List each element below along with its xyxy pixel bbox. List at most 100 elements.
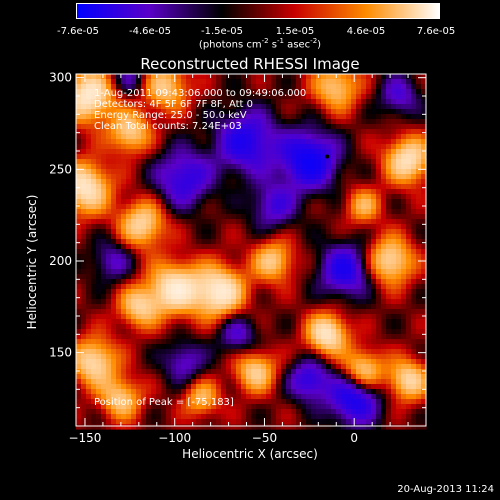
heatmap-cell <box>76 384 82 390</box>
heatmap-cell <box>231 94 237 100</box>
heatmap-cell <box>391 379 397 385</box>
heatmap-cell <box>281 164 287 170</box>
heatmap-cell <box>201 214 207 220</box>
heatmap-cell <box>256 334 262 340</box>
heatmap-cell <box>101 289 107 295</box>
heatmap-cell <box>181 259 187 265</box>
plot-frame <box>75 73 427 427</box>
heatmap-cell <box>231 224 237 230</box>
heatmap-cell <box>401 259 407 265</box>
heatmap-cell <box>191 339 197 345</box>
heatmap-cell <box>281 114 287 120</box>
heatmap-cell <box>261 419 267 425</box>
heatmap-cell <box>321 144 327 150</box>
heatmap-cell <box>101 94 107 100</box>
heatmap-cell <box>296 284 302 290</box>
heatmap-cell <box>161 209 167 215</box>
heatmap-cell <box>146 139 152 145</box>
heatmap-cell <box>151 119 157 125</box>
heatmap-cell <box>211 209 217 215</box>
heatmap-cell <box>306 404 312 410</box>
heatmap-cell <box>316 224 322 230</box>
heatmap-cell <box>126 389 132 395</box>
heatmap-cell <box>151 284 157 290</box>
heatmap-cell <box>181 254 187 260</box>
heatmap-cell <box>156 89 162 95</box>
heatmap-cell <box>351 314 357 320</box>
heatmap-cell <box>246 334 252 340</box>
heatmap-cell <box>221 114 227 120</box>
heatmap-cell <box>131 144 137 150</box>
heatmap-cell <box>81 409 87 415</box>
heatmap-cell <box>256 229 262 235</box>
heatmap-cell <box>186 169 192 175</box>
heatmap-cell <box>226 294 232 300</box>
heatmap-cell <box>366 124 372 130</box>
heatmap-cell <box>406 264 412 270</box>
heatmap-cell <box>316 174 322 180</box>
heatmap-cell <box>336 179 342 185</box>
heatmap-cell <box>301 124 307 130</box>
heatmap-cell <box>201 229 207 235</box>
heatmap-cell <box>221 399 227 405</box>
heatmap-cell <box>226 384 232 390</box>
heatmap-cell <box>161 284 167 290</box>
heatmap-cell <box>416 309 422 315</box>
heatmap-cell <box>406 184 412 190</box>
heatmap-cell <box>131 184 137 190</box>
heatmap-cell <box>231 419 237 425</box>
heatmap-cell <box>136 259 142 265</box>
heatmap-cell <box>326 299 332 305</box>
heatmap-cell <box>176 299 182 305</box>
heatmap-cell <box>376 289 382 295</box>
heatmap-cell <box>81 199 87 205</box>
heatmap-cell <box>341 269 347 275</box>
heatmap-cell <box>396 334 402 340</box>
heatmap-cell <box>176 254 182 260</box>
heatmap-cell <box>316 104 322 110</box>
heatmap-cell <box>271 394 277 400</box>
heatmap-cell <box>96 229 102 235</box>
heatmap-cell <box>296 399 302 405</box>
heatmap-cell <box>191 204 197 210</box>
heatmap-cell <box>251 399 257 405</box>
heatmap-cell <box>326 284 332 290</box>
heatmap-cell <box>106 104 112 110</box>
heatmap-cell <box>351 244 357 250</box>
heatmap-cell <box>281 244 287 250</box>
heatmap-cell <box>411 369 417 375</box>
heatmap-cell <box>176 74 182 80</box>
heatmap-cell <box>246 409 252 415</box>
heatmap-cell <box>401 314 407 320</box>
heatmap-cell <box>216 284 222 290</box>
heatmap-cell <box>216 154 222 160</box>
heatmap-cell <box>406 119 412 125</box>
heatmap-cell <box>146 119 152 125</box>
heatmap-cell <box>376 364 382 370</box>
heatmap-cell <box>201 269 207 275</box>
heatmap-cell <box>256 304 262 310</box>
heatmap-cell <box>76 239 82 245</box>
heatmap-cell <box>361 249 367 255</box>
heatmap-cell <box>271 274 277 280</box>
colorbar-tick-label: 4.6e-05 <box>346 26 386 37</box>
heatmap-cell <box>291 159 297 165</box>
heatmap-cell <box>221 99 227 105</box>
heatmap-cell <box>416 244 422 250</box>
heatmap-cell <box>186 114 192 120</box>
heatmap-cell <box>406 79 412 85</box>
heatmap-cell <box>291 179 297 185</box>
heatmap-cell <box>151 84 157 90</box>
heatmap-cell <box>226 209 232 215</box>
heatmap-cell <box>191 89 197 95</box>
heatmap-cell <box>116 344 122 350</box>
heatmap-cell <box>86 194 92 200</box>
heatmap-cell <box>111 114 117 120</box>
heatmap-cell <box>351 339 357 345</box>
heatmap-cell <box>261 179 267 185</box>
heatmap-cell <box>126 174 132 180</box>
heatmap-cell <box>256 124 262 130</box>
heatmap-cell <box>261 254 267 260</box>
heatmap-cell <box>411 184 417 190</box>
heatmap-cell <box>196 134 202 140</box>
